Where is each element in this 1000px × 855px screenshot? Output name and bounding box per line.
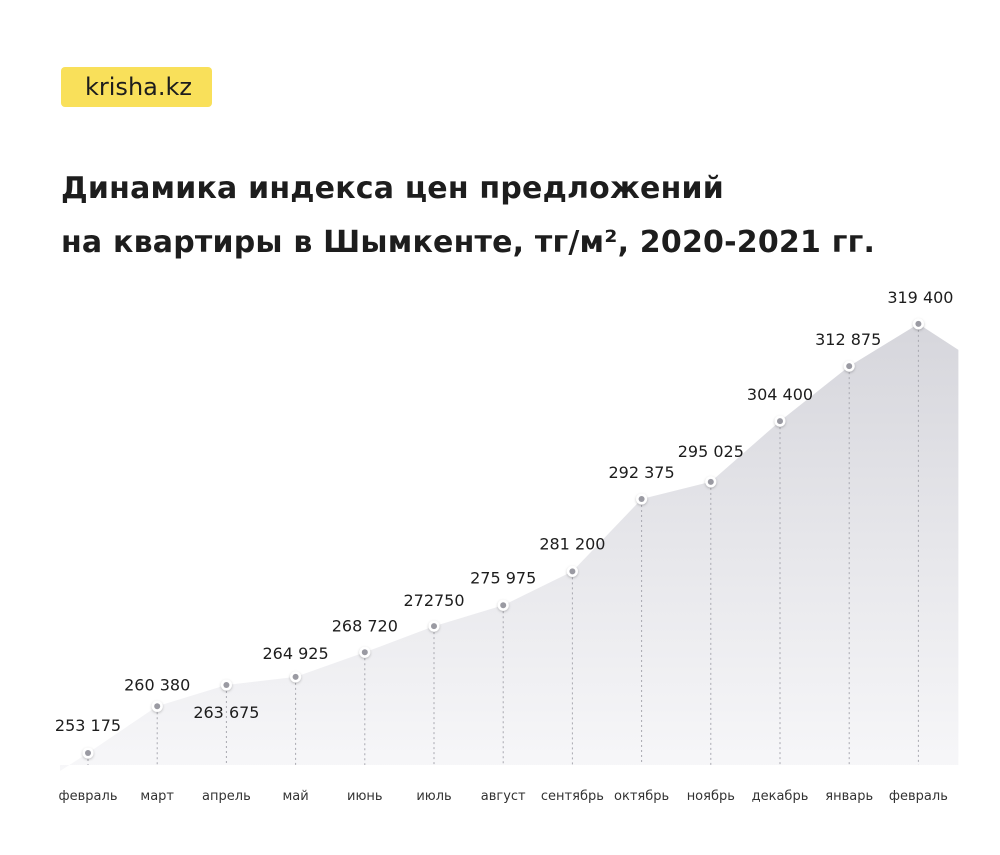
- month-label: февраль: [889, 789, 948, 804]
- data-point: [777, 418, 783, 425]
- month-label: июнь: [347, 789, 383, 804]
- data-point: [707, 478, 714, 485]
- value-label: 312 875: [815, 330, 881, 349]
- data-point: [915, 320, 922, 327]
- month-label: ноябрь: [687, 789, 735, 804]
- data-point: [223, 681, 230, 688]
- value-label: 268 720: [332, 616, 398, 635]
- value-label: 281 200: [539, 534, 605, 553]
- area-fill: [60, 323, 959, 771]
- value-label: 253 175: [55, 716, 121, 735]
- month-label: декабрь: [752, 789, 809, 804]
- data-point: [638, 495, 645, 502]
- data-point: [361, 649, 368, 656]
- value-label: 304 400: [747, 385, 813, 404]
- value-label: 275 975: [470, 568, 536, 587]
- month-label: октябрь: [614, 789, 669, 804]
- month-label: август: [481, 789, 526, 804]
- month-label: январь: [825, 789, 873, 804]
- data-point: [154, 703, 161, 710]
- data-point: [500, 602, 507, 609]
- month-label: июль: [416, 789, 451, 804]
- value-label: 263 675: [193, 703, 259, 722]
- value-label: 292 375: [609, 463, 675, 482]
- value-label: 319 400: [887, 288, 953, 307]
- value-label: 264 925: [263, 644, 329, 663]
- data-point: [292, 673, 299, 680]
- value-label: 260 380: [124, 675, 190, 694]
- value-label: 272750: [403, 591, 464, 610]
- month-label: март: [140, 789, 174, 804]
- data-point: [569, 568, 576, 575]
- chart-title-line-1: Динамика индекса цен предложений: [61, 171, 724, 206]
- month-label: апрель: [202, 789, 251, 804]
- data-point: [846, 363, 853, 370]
- chart-title: Динамика индекса цен предложений на квар…: [61, 162, 961, 270]
- data-point: [431, 623, 437, 630]
- month-label: февраль: [59, 789, 118, 804]
- chart-title-line-2: на квартиры в Шымкенте, тг/м², 2020-2021…: [61, 225, 876, 260]
- data-point: [85, 749, 91, 756]
- month-label: май: [282, 789, 308, 804]
- brand-logo: krisha.kz: [61, 67, 212, 107]
- month-label: сентябрь: [541, 789, 604, 804]
- value-label: 295 025: [678, 442, 744, 461]
